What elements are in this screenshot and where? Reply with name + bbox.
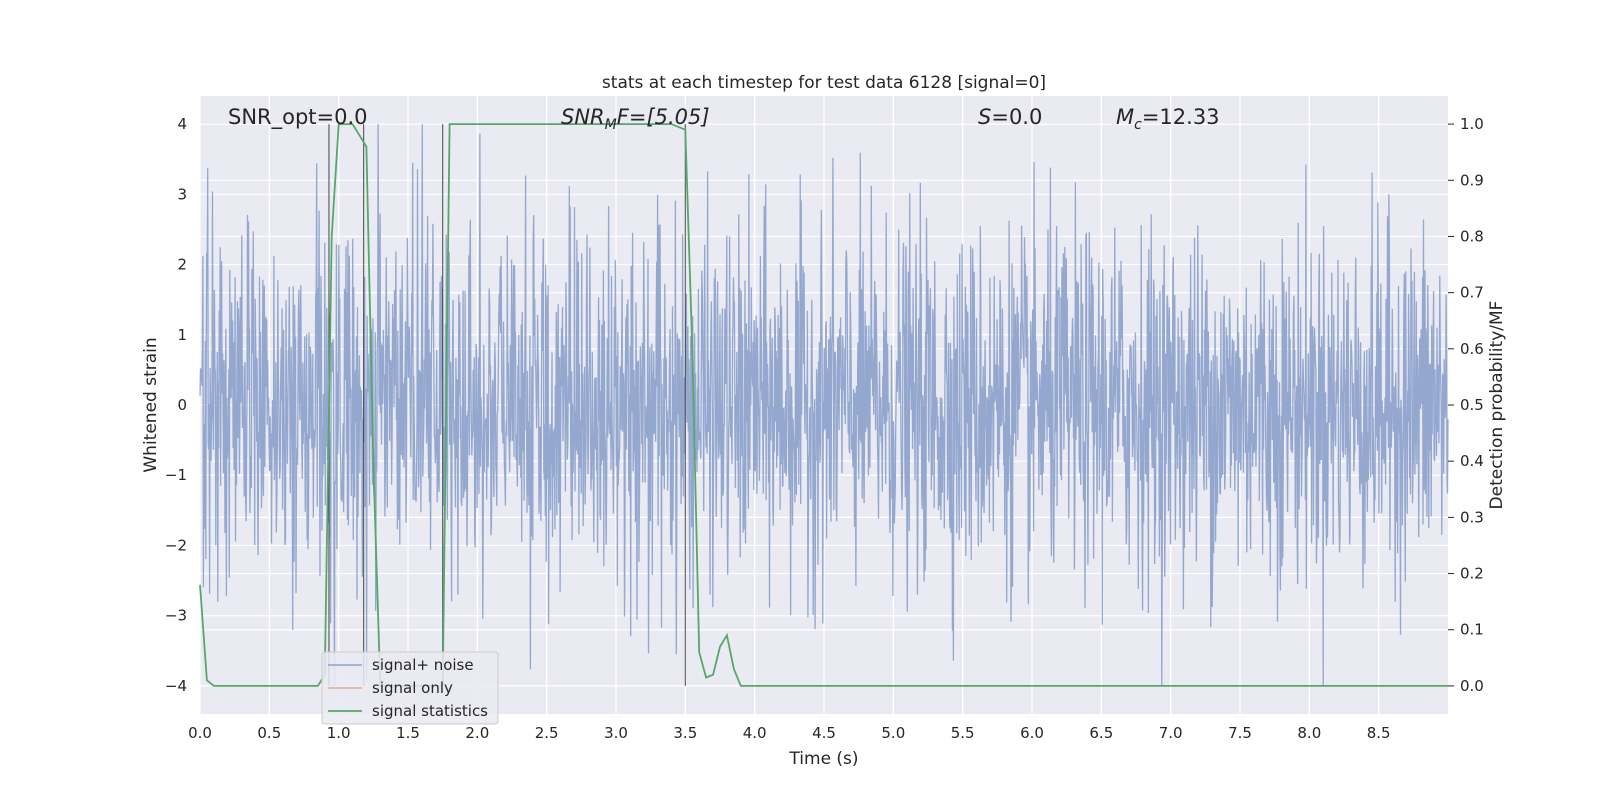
annotation-mc-main: M (1116, 105, 1134, 129)
chart-title: stats at each timestep for test data 612… (602, 73, 1046, 93)
annotation-snr-mf-main: SNR (561, 105, 605, 129)
annotation-s: S=0.0 (978, 105, 1042, 129)
x-tick-label: 4.0 (743, 724, 767, 742)
legend-label-signal-only: signal only (372, 679, 453, 697)
x-tick-label: 6.5 (1089, 724, 1113, 742)
annotation-snr-mf-rest: F=[5.05] (617, 105, 710, 129)
y-tick-label-right: 0.4 (1460, 452, 1484, 470)
y-tick-label-right: 0.1 (1460, 621, 1484, 639)
x-tick-label: 2.5 (535, 724, 559, 742)
annotation-mc: Mc=12.33 (1116, 105, 1220, 133)
annotation-snr-mf-sub: M (605, 117, 617, 133)
y-tick-label-left: 0 (177, 396, 187, 414)
annotation-snr-opt: SNR_opt=0.0 (228, 105, 368, 130)
y-tick-label-right: 0.3 (1460, 508, 1484, 526)
y-tick-label-left: 2 (177, 256, 187, 274)
x-tick-label: 0.0 (188, 724, 212, 742)
annotation-s-rest: =0.0 (991, 105, 1042, 129)
x-tick-label: 3.5 (673, 724, 697, 742)
y-axis-right-ticks: 1.0 0.9 0.8 0.7 0.6 0.5 0.4 0.3 0.2 0.1 0.0 (1448, 115, 1484, 695)
annotation-snr-mf: SNRMF=[5.05] (561, 105, 710, 133)
y-axis-right-label: Detection probability/MF (1487, 301, 1507, 510)
x-axis-ticks: 0.0 0.5 1.0 1.5 2.0 2.5 3.0 3.5 4.0 4.5 5.0 5.5 6.0 6… (188, 724, 1391, 742)
legend: signal+ noise signal only signal statist… (321, 651, 499, 725)
legend-frame (321, 651, 499, 725)
x-tick-label: 1.0 (327, 724, 351, 742)
y-tick-label-left: −2 (165, 536, 187, 554)
annotation-mc-sub: c (1134, 117, 1142, 133)
x-tick-label: 1.5 (396, 724, 420, 742)
y-tick-label-left: −1 (165, 466, 187, 484)
x-tick-label: 7.0 (1159, 724, 1183, 742)
y-axis-left-label: Whitened strain (141, 337, 161, 472)
y-tick-label-right: 0.0 (1460, 677, 1484, 695)
y-axis-left-ticks: 4 3 2 1 0 −1 −2 −3 −4 (165, 115, 187, 695)
y-tick-label-right: 0.7 (1460, 284, 1484, 302)
x-axis-label: Time (s) (788, 749, 858, 769)
x-tick-label: 7.5 (1228, 724, 1252, 742)
x-tick-label: 5.5 (951, 724, 975, 742)
x-tick-label: 8.0 (1297, 724, 1321, 742)
y-tick-label-left: 3 (177, 185, 187, 203)
y-tick-label-left: 4 (177, 115, 187, 133)
annotations: SNR_opt=0.0 SNRMF=[5.05] S=0.0 Mc=12.33 (228, 105, 1220, 133)
y-tick-label-left: −4 (165, 677, 187, 695)
signal-noise-line (199, 124, 1449, 686)
x-tick-label: 4.5 (812, 724, 836, 742)
y-tick-label-right: 0.6 (1460, 340, 1484, 358)
x-tick-label: 3.0 (604, 724, 628, 742)
annotation-mc-rest: =12.33 (1142, 105, 1220, 129)
x-tick-label: 5.0 (881, 724, 905, 742)
y-tick-label-right: 0.8 (1460, 227, 1484, 245)
x-tick-label: 8.5 (1367, 724, 1391, 742)
y-tick-label-right: 0.5 (1460, 396, 1484, 414)
y-tick-label-right: 1.0 (1460, 115, 1484, 133)
y-tick-label-left: 1 (177, 326, 187, 344)
signal-noise-series (199, 124, 1449, 686)
y-tick-label-right: 0.2 (1460, 565, 1484, 583)
y-tick-label-right: 0.9 (1460, 171, 1484, 189)
legend-label-signal-statistics: signal statistics (372, 702, 488, 720)
x-tick-label: 2.0 (465, 724, 489, 742)
plot-area (199, 96, 1449, 714)
legend-label-signal-noise: signal+ noise (372, 656, 474, 674)
annotation-s-main: S (978, 105, 991, 129)
x-tick-label: 0.5 (257, 724, 281, 742)
y-tick-label-left: −3 (165, 607, 187, 625)
x-tick-label: 6.0 (1020, 724, 1044, 742)
